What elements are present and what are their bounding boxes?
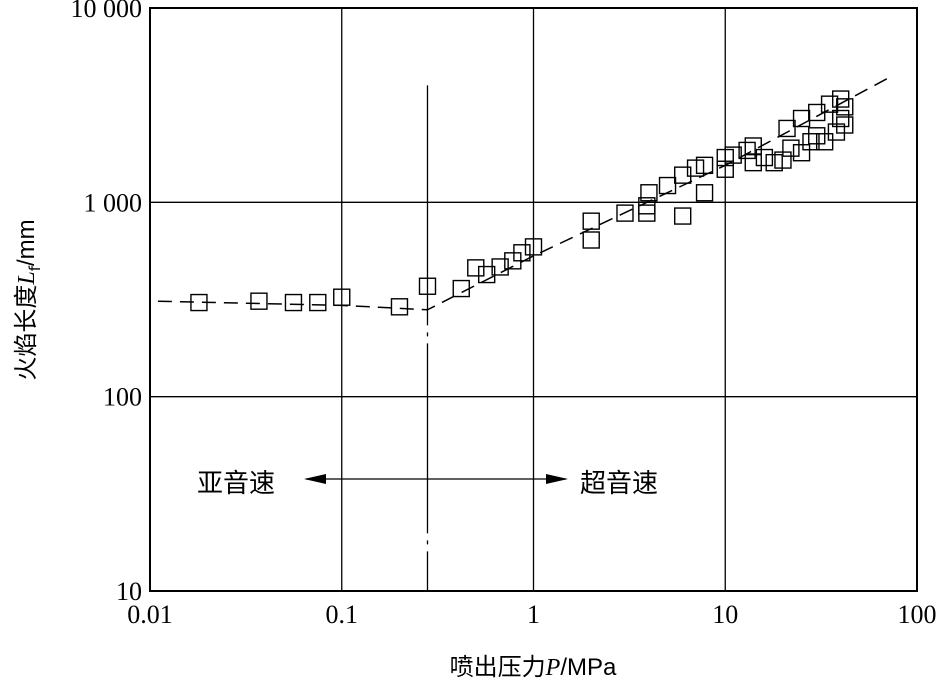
data-point [744, 153, 762, 172]
data-point [674, 207, 692, 225]
data-point [309, 293, 327, 312]
data-point [674, 166, 692, 184]
data-point [695, 156, 714, 175]
data-point [755, 148, 774, 167]
data-point [815, 133, 834, 151]
y-tick-label: 100 [103, 383, 142, 412]
plot-frame [149, 7, 918, 592]
fit-line-path [157, 76, 890, 311]
data-point [782, 139, 800, 157]
y-tick-label: 10 [116, 577, 142, 606]
data-point [190, 293, 208, 312]
data-point [792, 144, 811, 162]
data-point [452, 279, 470, 298]
data-point [390, 298, 409, 316]
x-tick-label: 100 [898, 600, 937, 629]
supersonic-label: 超音速 [580, 469, 658, 499]
x-tick-label: 0.1 [326, 600, 359, 629]
data-point [250, 292, 268, 310]
data-points [190, 90, 854, 316]
data-point [418, 277, 437, 295]
data-point [658, 176, 677, 195]
x-tick-label: 1 [527, 600, 540, 629]
data-point [467, 259, 485, 277]
data-point [638, 197, 656, 215]
data-point [513, 244, 531, 262]
data-point [333, 288, 351, 306]
fit-line [157, 76, 890, 311]
y-tick-label: 1 000 [84, 188, 143, 217]
right-arrowhead [546, 474, 568, 484]
left-arrowhead [304, 474, 326, 484]
data-point [792, 109, 811, 128]
data-point [616, 204, 634, 222]
y-tick-label: 10 000 [71, 0, 143, 23]
data-point [836, 116, 854, 134]
x-tick-label: 10 [712, 600, 738, 629]
data-point [778, 119, 796, 138]
data-point [284, 293, 303, 312]
data-point [582, 212, 600, 230]
data-point [820, 95, 839, 113]
data-point [744, 137, 762, 155]
data-point [831, 109, 850, 128]
data-point [738, 141, 756, 160]
y-axis-title: 火焰长度Lf/mm [12, 219, 44, 380]
subsonic-label: 亚音速 [197, 469, 275, 499]
data-point [491, 258, 509, 276]
regime-annotation: 亚音速 超音速 [197, 469, 658, 499]
data-point [836, 98, 854, 116]
data-point [765, 153, 783, 172]
x-tick-labels: 0.01 0.1 1 10 100 [127, 600, 936, 629]
data-point [582, 231, 600, 249]
data-point [524, 238, 543, 256]
data-point [724, 146, 742, 164]
data-point [802, 133, 820, 151]
data-point [640, 184, 658, 202]
data-point [695, 184, 714, 202]
data-point [686, 159, 705, 177]
grid-lines [150, 8, 917, 591]
y-tick-labels: 10 100 1 000 10 000 [71, 0, 143, 606]
x-axis-title: 喷出压力P/MPa [450, 653, 617, 681]
x-tick-label: 0.01 [127, 600, 173, 629]
